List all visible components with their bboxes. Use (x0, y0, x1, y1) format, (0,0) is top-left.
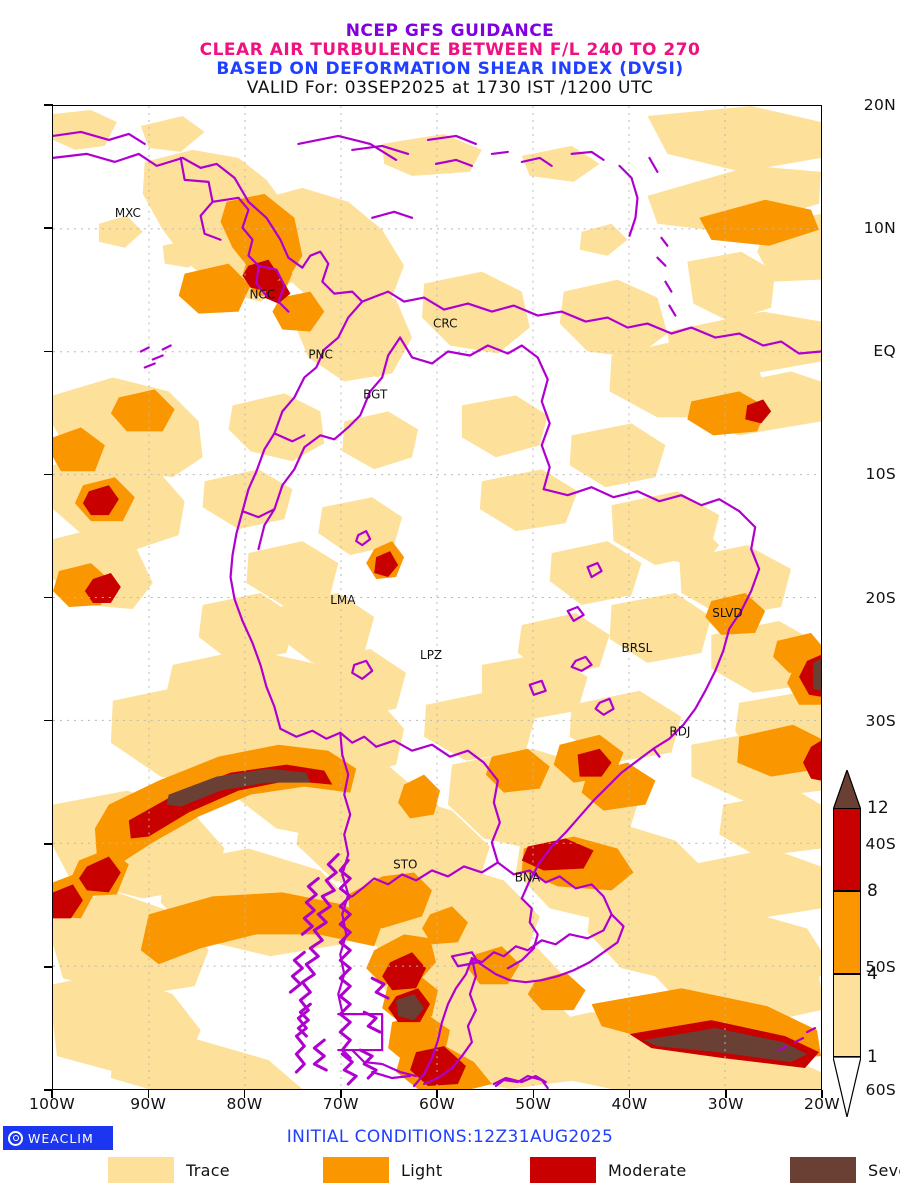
colorbar-segment-light (833, 891, 861, 974)
colorbar[interactable]: 12 8 4 1 (833, 770, 889, 1117)
coastline-layer (53, 130, 821, 1089)
severity-label-severe: Severe (868, 1160, 900, 1180)
title-line-model: NCEP GFS GUIDANCE (345, 21, 555, 41)
x-axis-tick (532, 1090, 534, 1098)
x-axis-label-100w: 100W (28, 1095, 76, 1113)
severity-swatch-trace (108, 1157, 174, 1183)
x-axis-label-50w: 50W (515, 1095, 552, 1113)
turbulence-field (53, 106, 821, 1089)
y-axis-label-eq: EQ (873, 342, 896, 361)
colorbar-tick-12: 12 (867, 798, 889, 818)
x-axis-tick (821, 1090, 823, 1098)
city-label-lpz: LPZ (420, 648, 442, 662)
y-axis-label-40s: 40S (865, 834, 896, 853)
map-svg: MXCNCCCRCPNCBGTLMALPZSLVDBRSLRDJSTOBNAFa… (53, 106, 821, 1089)
colorbar-tick-1: 1 (867, 1047, 878, 1067)
y-axis-tick (44, 719, 53, 722)
x-axis-label-60w: 60W (419, 1095, 455, 1113)
colorbar-tick-8: 8 (867, 881, 878, 901)
y-axis-label-50s: 50S (865, 957, 896, 976)
title-line-valid-time: VALID For: 03SEP2025 at 1730 IST /1200 U… (246, 78, 654, 98)
city-label-slvd: SLVD (712, 606, 742, 620)
y-axis-tick (44, 473, 53, 476)
weaclim-circle-icon (8, 1130, 23, 1146)
city-label-sto: STO (393, 857, 417, 871)
city-label-pnc: PNC (308, 347, 333, 361)
colorbar-top-arrow (833, 770, 861, 810)
x-axis-tick (243, 1090, 246, 1098)
x-axis-label-40w: 40W (611, 1095, 648, 1113)
city-label-ncc: NCC (249, 288, 275, 302)
y-axis-tick (44, 350, 53, 352)
x-axis-label-70w: 70W (322, 1095, 359, 1113)
severity-legend-item-trace: Trace (108, 1157, 230, 1183)
x-axis-tick (725, 1090, 727, 1098)
title-line-product: CLEAR AIR TURBULENCE BETWEEN F/L 240 TO … (199, 40, 701, 60)
x-axis-tick (340, 1090, 342, 1098)
severity-legend-item-light: Light (323, 1157, 442, 1183)
city-label-bna: BNA (515, 870, 541, 884)
x-axis-tick (51, 1090, 53, 1098)
severity-swatch-moderate (530, 1157, 596, 1183)
colorbar-segment-trace (833, 974, 861, 1057)
y-axis-label-10n: 10N (863, 219, 896, 238)
city-label-lma: LMA (330, 593, 356, 607)
x-axis-tick (436, 1090, 438, 1098)
severe-layer (166, 658, 821, 1063)
severity-legend: Trace Light Moderate Severe (0, 1157, 900, 1189)
city-label-layer: MXCNCCCRCPNCBGTLMALPZSLVDBRSLRDJSTOBNAFa… (115, 206, 743, 1089)
y-axis-label-30s: 30S (865, 711, 896, 730)
severity-label-moderate: Moderate (608, 1160, 687, 1180)
y-axis-tick (44, 104, 53, 106)
y-axis-label-20s: 20S (865, 588, 896, 607)
initial-conditions-label: INITIAL CONDITIONS:12Z31AUG2025 (286, 1127, 614, 1147)
city-label-mxc: MXC (115, 206, 141, 220)
colorbar-bottom-arrow (833, 1057, 861, 1117)
y-axis-tick (44, 596, 53, 599)
severity-label-light: Light (401, 1160, 443, 1180)
city-label-rdj: RDJ (669, 725, 690, 739)
y-axis-label-10s: 10S (865, 465, 896, 484)
y-axis-tick (44, 1089, 53, 1091)
title-line-method: BASED ON DEFORMATION SHEAR INDEX (DVSI) (216, 59, 684, 79)
y-axis-tick (44, 227, 53, 229)
x-axis-label-20w: 20W (804, 1095, 840, 1113)
colorbar-tick-4: 4 (867, 964, 878, 984)
city-label-crc: CRC (433, 317, 457, 331)
severity-swatch-severe (790, 1157, 856, 1183)
severity-legend-item-severe: Severe (790, 1157, 900, 1183)
x-axis-tick (628, 1090, 631, 1098)
title-block: NCEP GFS GUIDANCE CLEAR AIR TURBULENCE B… (0, 22, 900, 98)
severity-label-trace: Trace (186, 1160, 230, 1180)
city-label-bgt: BGT (363, 387, 388, 401)
y-axis-tick (44, 843, 53, 845)
colorbar-segment-moderate (833, 808, 861, 891)
severity-swatch-light (323, 1157, 389, 1183)
weaclim-brand-logo[interactable]: WEACLIM (3, 1126, 113, 1150)
x-axis-label-80w: 80W (226, 1095, 263, 1113)
severity-legend-item-moderate: Moderate (530, 1157, 687, 1183)
city-label-brsl: BRSL (622, 641, 653, 655)
x-axis-tick (147, 1090, 149, 1098)
weaclim-brand-label: WEACLIM (28, 1130, 94, 1146)
y-axis-label-60s: 60S (865, 1081, 896, 1099)
y-axis-label-20n: 20N (863, 96, 896, 114)
y-axis-tick (44, 966, 53, 968)
map-canvas[interactable]: MXCNCCCRCPNCBGTLMALPZSLVDBRSLRDJSTOBNAFa… (52, 105, 822, 1090)
x-axis-label-90w: 90W (130, 1095, 167, 1113)
x-axis-label-30w: 30W (707, 1095, 744, 1113)
